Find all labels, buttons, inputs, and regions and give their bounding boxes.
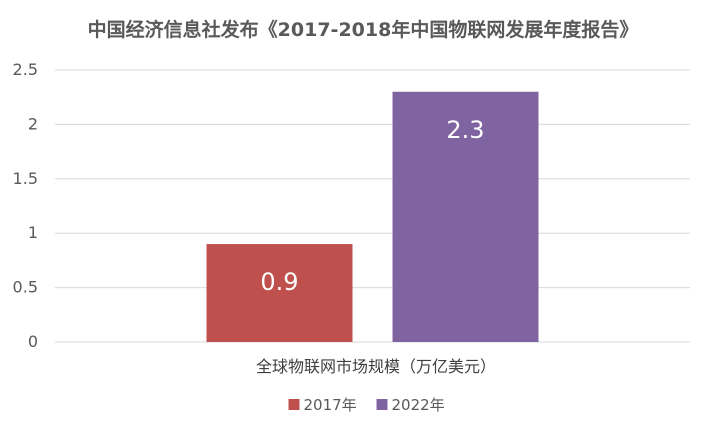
y-tick-label: 0 bbox=[28, 332, 38, 351]
data-labels: 0.9 2.3 bbox=[260, 116, 484, 296]
bar bbox=[392, 91, 539, 342]
gridlines bbox=[55, 69, 690, 343]
legend-item-label: 2022年 bbox=[392, 396, 445, 414]
y-tick-label: 1.5 bbox=[13, 169, 38, 188]
y-axis-ticks: 0 0.5 1 1.5 2 2.5 bbox=[13, 60, 38, 351]
category-label: 全球物联网市场规模（万亿美元） bbox=[256, 357, 496, 376]
legend-swatch bbox=[288, 399, 300, 410]
y-tick-label: 2 bbox=[28, 114, 38, 133]
bars bbox=[206, 91, 539, 342]
chart-title: 中国经济信息社发布《2017-2018年中国物联网发展年度报告》 bbox=[88, 18, 639, 41]
y-tick-label: 1 bbox=[28, 223, 38, 242]
legend-item-label: 2017年 bbox=[304, 396, 357, 414]
legend: 2017年 2022年 bbox=[288, 396, 445, 414]
bar bbox=[206, 244, 353, 342]
data-label: 0.9 bbox=[260, 268, 298, 296]
legend-swatch bbox=[376, 399, 388, 410]
watermark: 头条 @观察者Aaron bbox=[555, 412, 712, 432]
y-tick-label: 2.5 bbox=[13, 60, 38, 79]
data-label: 2.3 bbox=[446, 116, 484, 144]
y-tick-label: 0.5 bbox=[13, 278, 38, 297]
